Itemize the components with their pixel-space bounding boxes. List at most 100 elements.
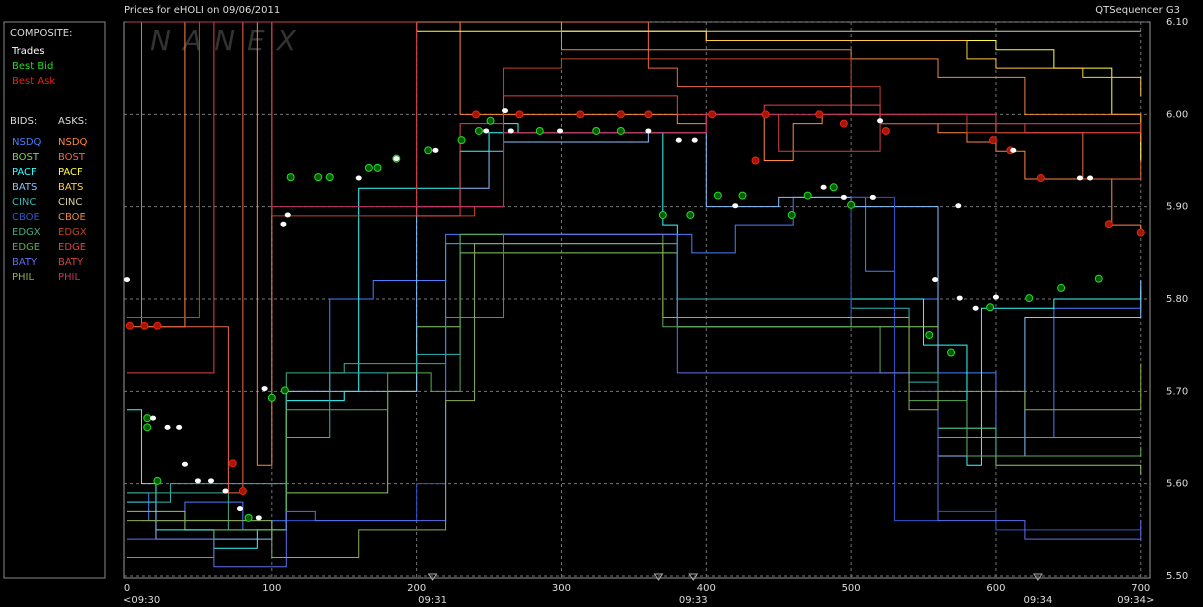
x-tick-label: 500 — [842, 583, 861, 594]
header-app: QTSequencer G3 — [1095, 5, 1180, 16]
best-bid-marker — [325, 173, 334, 182]
y-tick-label: 5.80 — [1166, 294, 1188, 305]
best-ask-marker — [228, 459, 237, 468]
trade-marker — [1010, 147, 1017, 153]
trade-marker — [355, 175, 362, 181]
trade-marker — [645, 128, 652, 134]
legend-bid-entry: PACF — [12, 167, 37, 178]
legend-ask-entry: BATY — [58, 257, 84, 268]
trade-marker — [150, 415, 157, 421]
ask-line — [127, 21, 1141, 208]
y-tick-label: 6.00 — [1166, 109, 1188, 120]
trade-marker — [236, 506, 243, 512]
legend-entry: Best Ask — [12, 76, 55, 87]
time-label: 09:33 — [679, 595, 708, 606]
best-bid-marker — [244, 513, 253, 522]
best-ask-marker — [839, 119, 848, 128]
best-ask-marker — [815, 110, 824, 119]
best-ask-marker — [238, 487, 247, 496]
trade-marker — [261, 386, 268, 392]
best-bid-marker — [373, 163, 382, 172]
legend-bid-entry: EDGE — [12, 242, 40, 253]
trade-marker — [393, 156, 400, 162]
trade-marker — [432, 147, 439, 153]
best-bid-marker — [925, 331, 934, 340]
best-ask-marker — [472, 110, 481, 119]
trade-marker — [869, 194, 876, 200]
best-ask-marker — [515, 110, 524, 119]
ask-line — [127, 21, 1142, 143]
trade-marker — [691, 137, 698, 143]
trade-marker — [124, 277, 130, 283]
legend-ask-entry: BATS — [58, 182, 83, 193]
best-bid-marker — [787, 210, 796, 219]
best-ask-marker — [1036, 174, 1045, 183]
time-marker — [427, 573, 438, 581]
x-tick-label: 600 — [986, 583, 1005, 594]
legend-ask-entry: PACF — [58, 167, 83, 178]
trade-marker — [164, 424, 171, 430]
trade-marker — [1076, 175, 1083, 181]
trade-marker — [992, 294, 999, 300]
best-ask-marker — [761, 110, 770, 119]
bid-line — [127, 243, 1142, 559]
best-bid-marker — [143, 423, 152, 432]
trade-marker — [932, 277, 939, 283]
trade-marker — [972, 305, 979, 311]
best-bid-marker — [474, 126, 483, 135]
y-tick-label: 5.60 — [1166, 479, 1188, 490]
best-bid-marker — [535, 126, 544, 135]
best-bid-marker — [592, 126, 601, 135]
time-marker — [653, 573, 664, 581]
y-tick-label: 5.90 — [1166, 202, 1188, 213]
best-bid-marker — [738, 191, 747, 200]
time-label: 09:31 — [418, 595, 447, 606]
legend-ask-entry: PHIL — [58, 272, 80, 283]
legend-ask-entry: EDGE — [58, 242, 86, 253]
best-bid-marker — [686, 210, 695, 219]
trade-marker — [820, 184, 827, 190]
legend-bid-entry: BOST — [12, 152, 40, 163]
best-bid-marker — [457, 136, 466, 145]
trade-marker — [840, 194, 847, 200]
legend-entry: Trades — [11, 46, 45, 57]
best-bid-marker — [364, 163, 373, 172]
best-bid-marker — [616, 126, 625, 135]
x-tick-label: 0 — [124, 583, 130, 594]
trade-marker — [176, 424, 183, 430]
best-ask-marker — [989, 136, 998, 145]
trade-marker — [955, 203, 962, 209]
best-bid-marker — [424, 146, 433, 155]
best-ask-marker — [616, 110, 625, 119]
best-ask-marker — [153, 321, 162, 330]
best-bid-marker — [314, 173, 323, 182]
trade-marker — [557, 128, 564, 134]
x-tick-label: 700 — [1131, 583, 1150, 594]
best-ask-marker — [576, 110, 585, 119]
y-tick-label: 5.70 — [1166, 386, 1188, 397]
legend-bids-title: BIDS: — [10, 116, 37, 127]
best-bid-marker — [143, 414, 152, 423]
trade-marker — [732, 203, 739, 209]
best-ask-marker — [751, 156, 760, 165]
legend-composite-title: COMPOSITE: — [10, 28, 72, 39]
bid-line — [127, 196, 1142, 531]
trade-marker — [284, 212, 291, 218]
legend-bid-entry: CBOE — [12, 212, 40, 223]
best-bid-marker — [1057, 283, 1066, 292]
legend-panel — [3, 21, 106, 579]
best-bid-marker — [947, 348, 956, 357]
best-bid-marker — [280, 386, 289, 395]
best-ask-marker — [125, 321, 134, 330]
best-bid-marker — [713, 191, 722, 200]
legend-ask-entry: CBOE — [58, 212, 86, 223]
best-ask-marker — [1104, 220, 1113, 229]
trade-marker — [194, 478, 201, 484]
trade-marker — [956, 295, 963, 301]
x-tick-label: 300 — [552, 583, 571, 594]
x-tick-label: 100 — [262, 583, 281, 594]
y-tick-label: 6.10 — [1166, 17, 1188, 28]
trade-marker — [222, 488, 229, 494]
